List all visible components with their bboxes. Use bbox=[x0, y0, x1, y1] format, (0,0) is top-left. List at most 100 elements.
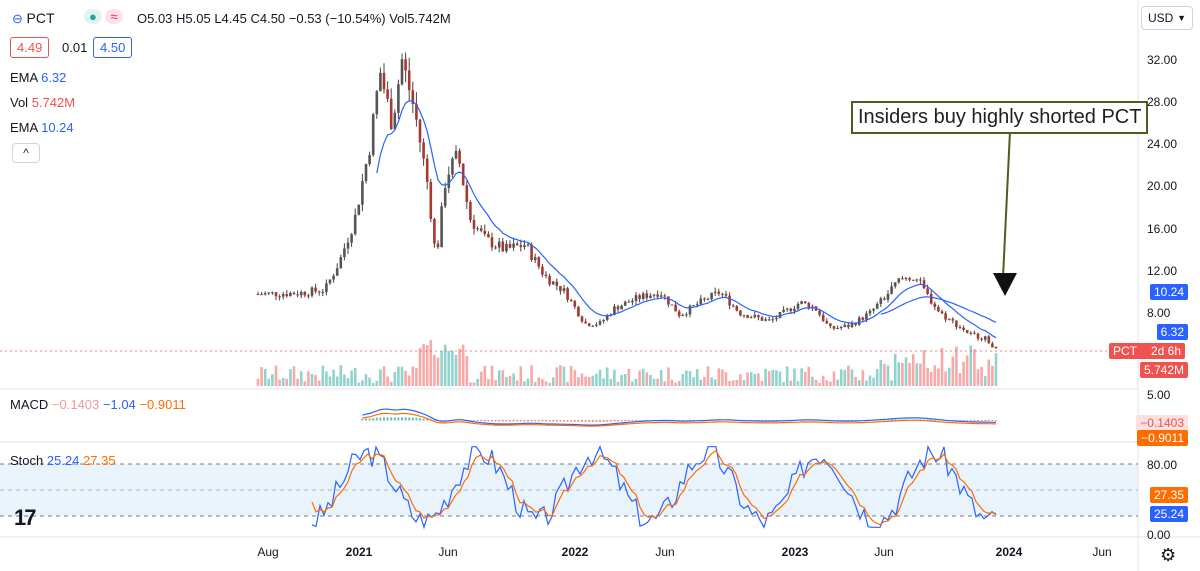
volume-bar bbox=[490, 365, 494, 386]
volume-bar bbox=[415, 368, 418, 386]
volume-bar bbox=[746, 372, 749, 386]
status-badges[interactable]: ● ≈ bbox=[84, 9, 123, 24]
candle-body bbox=[263, 293, 267, 295]
volume-bar bbox=[541, 379, 544, 386]
candle-body bbox=[411, 90, 415, 104]
volume-bar bbox=[271, 374, 274, 386]
macd-hist-bar bbox=[426, 418, 429, 421]
volume-bar bbox=[742, 379, 746, 386]
symbol-header[interactable]: ⊖ PCT bbox=[12, 10, 55, 27]
volume-bar bbox=[260, 367, 263, 386]
macd-legend[interactable]: MACD −0.1403 −1.04 −0.9011 bbox=[10, 397, 186, 412]
macd-hist-bar bbox=[530, 420, 533, 422]
candle-body bbox=[901, 278, 904, 280]
volume-bar bbox=[962, 361, 965, 386]
volume-bar bbox=[721, 369, 724, 386]
candle-body bbox=[947, 318, 951, 320]
macd-hist-bar bbox=[541, 420, 544, 422]
candle-body bbox=[706, 298, 710, 300]
candle-body bbox=[861, 317, 865, 320]
volume-bar bbox=[710, 377, 713, 386]
volume-bar bbox=[472, 382, 476, 386]
macd-hist-bar bbox=[509, 420, 511, 422]
candle-body bbox=[821, 314, 825, 321]
macd-hist-bar bbox=[977, 420, 979, 421]
volume-bar bbox=[735, 380, 739, 386]
candle-body bbox=[897, 278, 901, 283]
volume-bar bbox=[793, 368, 796, 386]
candle-body bbox=[713, 291, 717, 293]
candle-body bbox=[433, 218, 436, 244]
candle-body bbox=[292, 292, 296, 295]
candle-body bbox=[785, 308, 789, 310]
currency-select[interactable]: USD ▼ bbox=[1141, 6, 1193, 30]
volume-bar bbox=[627, 368, 631, 386]
candle-body bbox=[616, 306, 620, 310]
volume-bar bbox=[393, 372, 397, 386]
volume-legend[interactable]: Vol 5.742M bbox=[10, 95, 75, 110]
ohlc-readout: O5.03 H5.05 L4.45 C4.50 −0.53 (−10.54%) … bbox=[137, 11, 451, 26]
candle-body bbox=[325, 283, 328, 293]
annotation-callout[interactable]: Insiders buy highly shorted PCT bbox=[851, 101, 1149, 134]
volume-bar bbox=[559, 365, 562, 386]
candle-body bbox=[551, 281, 555, 285]
volume-bar bbox=[533, 382, 537, 386]
buy-button[interactable]: 4.50 bbox=[93, 37, 133, 58]
candle-body bbox=[332, 275, 335, 280]
candle-body bbox=[404, 59, 407, 71]
macd-hist-bar bbox=[483, 420, 486, 422]
candle-body bbox=[883, 298, 886, 300]
macd-hist-bar bbox=[980, 420, 983, 422]
volume-bar bbox=[843, 369, 847, 386]
candle-body bbox=[271, 292, 274, 294]
candle-body bbox=[501, 241, 505, 252]
candle-body bbox=[317, 291, 321, 293]
candle-body bbox=[400, 59, 404, 85]
volume-bar bbox=[595, 373, 598, 386]
volume-bar bbox=[890, 380, 893, 386]
volume-bar bbox=[555, 367, 559, 386]
macd-hist-bar bbox=[955, 420, 958, 421]
candle-body bbox=[605, 315, 609, 320]
candle-body bbox=[908, 278, 911, 280]
macd-hist-bar bbox=[854, 420, 857, 421]
candle-body bbox=[955, 320, 958, 328]
volume-bar bbox=[893, 353, 897, 386]
collapse-legend-button[interactable]: ^ bbox=[12, 143, 40, 163]
candle-body bbox=[944, 313, 947, 320]
time-axis-label: Jun bbox=[655, 545, 674, 559]
ema-fast-legend[interactable]: EMA 6.32 bbox=[10, 70, 66, 85]
macd-hist-bar bbox=[689, 420, 691, 421]
macd-hist-bar bbox=[966, 420, 969, 421]
candle-body bbox=[289, 292, 292, 297]
macd-hist-bar bbox=[926, 419, 929, 421]
volume-bar bbox=[407, 375, 411, 386]
candle-body bbox=[800, 301, 803, 304]
volume-bar bbox=[789, 380, 793, 386]
candle-body bbox=[307, 295, 310, 297]
volume-bar bbox=[328, 376, 332, 386]
volume-bar bbox=[764, 368, 767, 386]
volume-bar bbox=[505, 376, 508, 386]
candle-body bbox=[875, 303, 879, 309]
volume-bar bbox=[447, 350, 451, 386]
sell-button[interactable]: 4.49 bbox=[10, 37, 50, 58]
gear-icon[interactable]: ⚙ bbox=[1160, 545, 1177, 565]
volume-bar bbox=[339, 365, 343, 386]
ema-slow-legend[interactable]: EMA 10.24 bbox=[10, 120, 74, 135]
candle-body bbox=[847, 324, 850, 328]
candle-body bbox=[717, 291, 721, 294]
volume-bar bbox=[317, 380, 321, 386]
ema-slow-value: 10.24 bbox=[41, 120, 74, 135]
volume-bar bbox=[897, 362, 901, 386]
candle-body bbox=[919, 279, 922, 281]
volume-bar bbox=[692, 377, 695, 386]
stoch-legend[interactable]: Stoch 25.24 27.35 bbox=[10, 453, 116, 468]
macd-hist-bar bbox=[440, 420, 443, 421]
candle-body bbox=[519, 245, 523, 248]
candle-body bbox=[731, 305, 735, 307]
macd-hist-bar bbox=[563, 420, 565, 422]
price-axis-label: 20.00 bbox=[1147, 179, 1177, 193]
volume-bar bbox=[418, 348, 422, 386]
